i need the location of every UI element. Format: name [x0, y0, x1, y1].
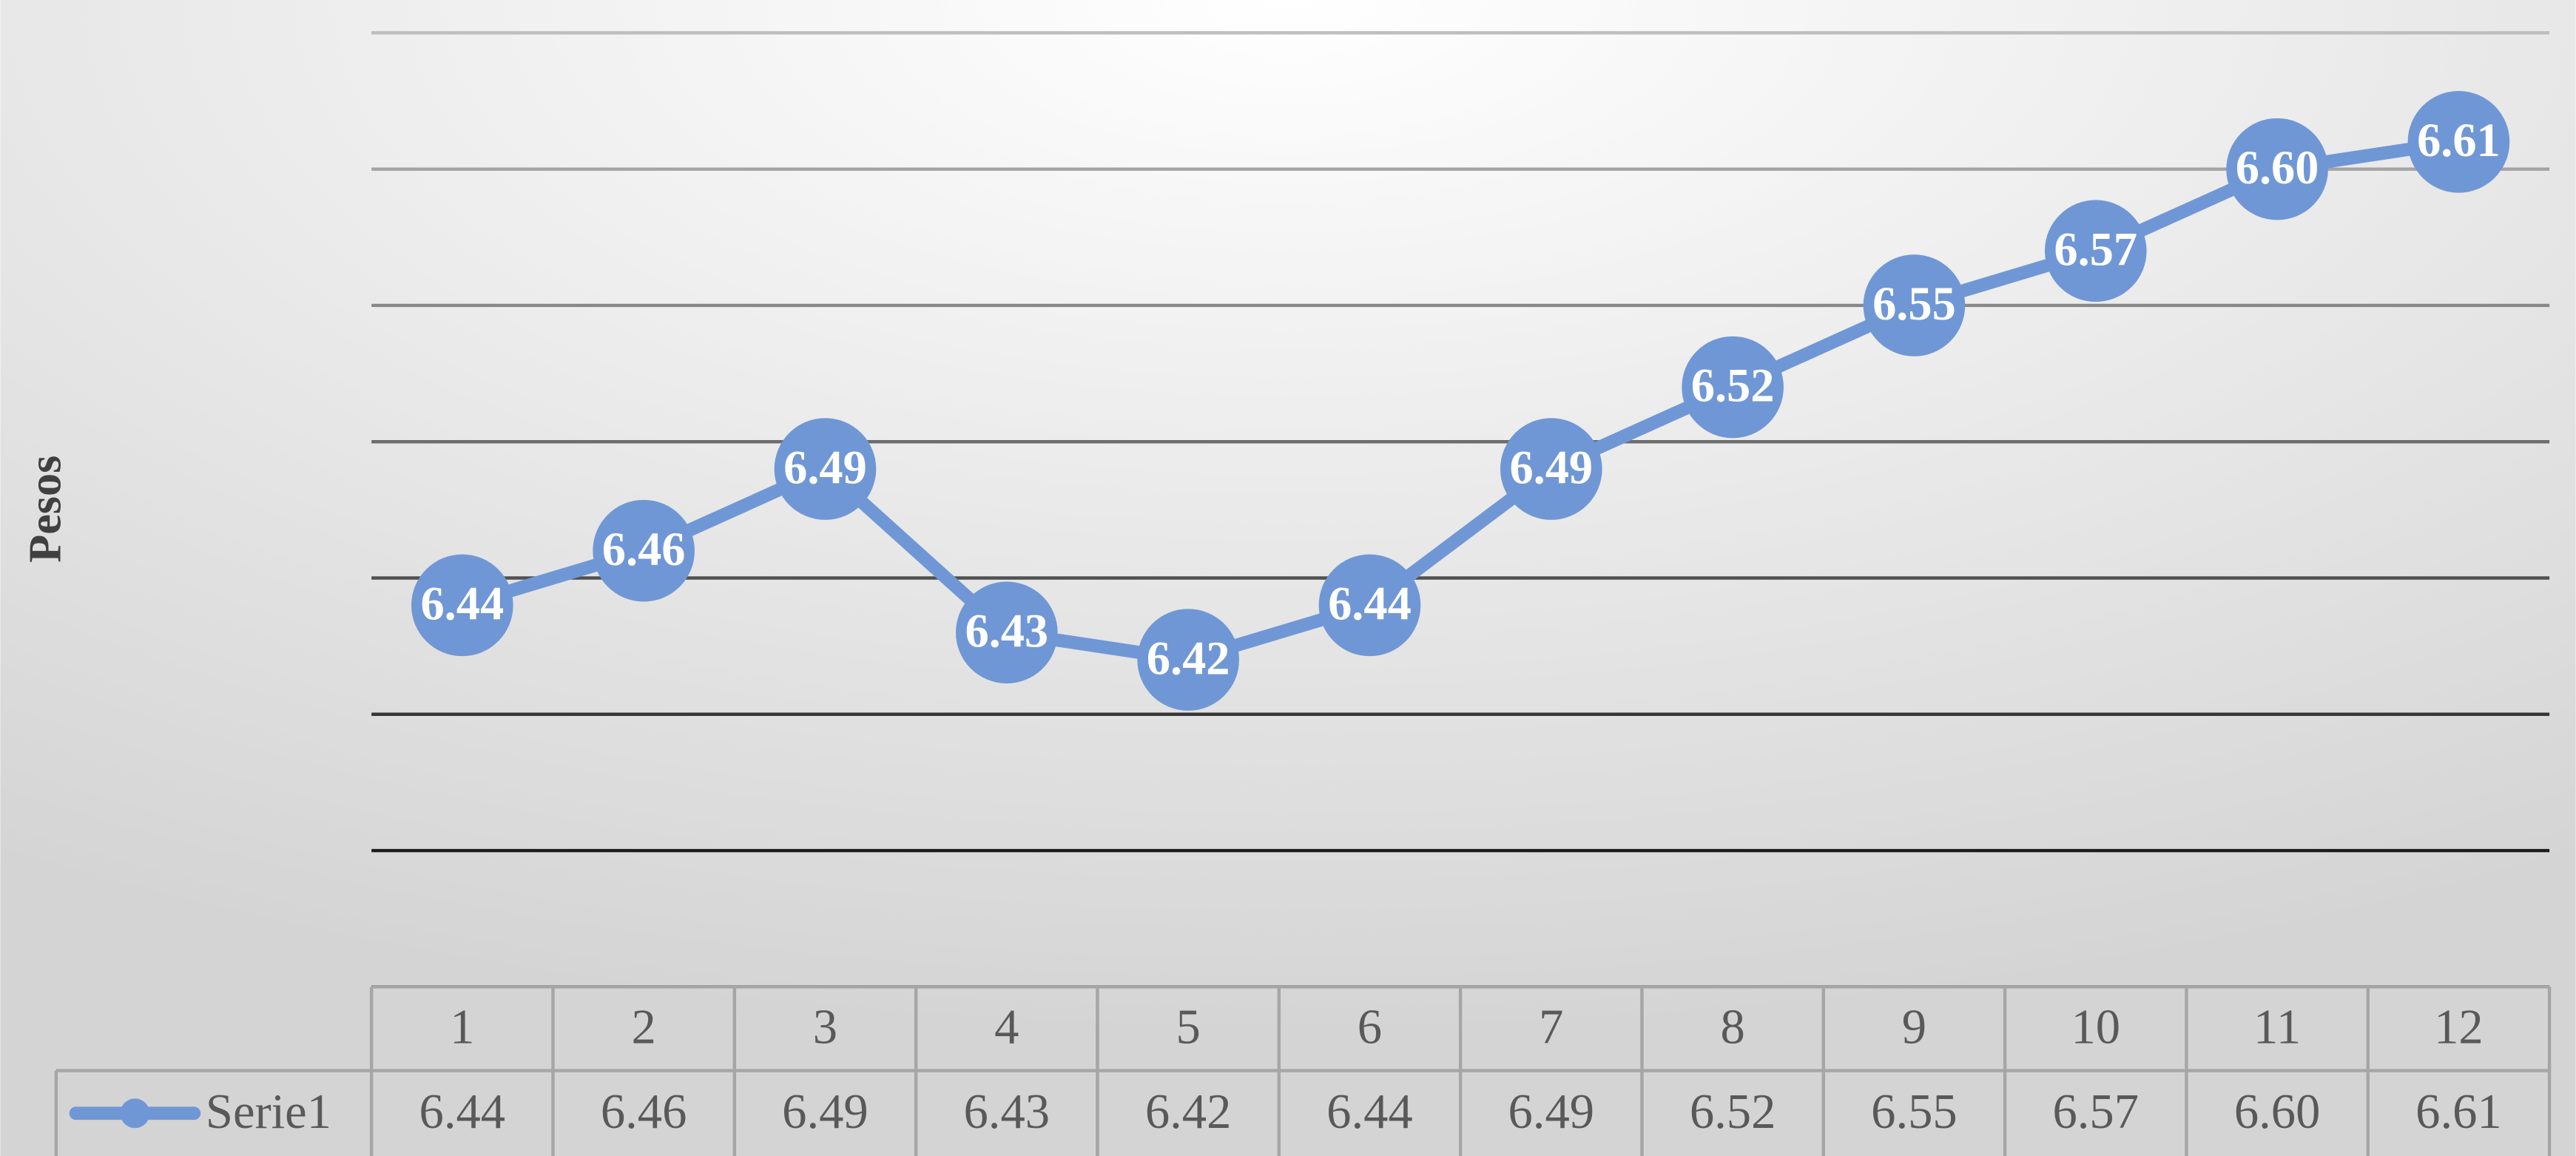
data-point: [1318, 554, 1421, 657]
table-value: 6.52: [1690, 1085, 1776, 1139]
data-point: [411, 554, 513, 657]
x-tick-label: 3: [813, 1001, 837, 1055]
table-value: 6.43: [964, 1085, 1051, 1139]
legend-label: Serie1: [206, 1085, 331, 1139]
data-point: [1500, 418, 1602, 520]
data-label: 6.55: [1872, 277, 1956, 330]
x-tick-label: 1: [450, 1001, 474, 1055]
data-label: 6.49: [783, 441, 867, 493]
x-tick-label: 10: [2071, 1001, 2120, 1055]
table-value: 6.55: [1871, 1085, 1958, 1139]
table-value: 6.60: [2234, 1085, 2321, 1139]
data-label: 6.49: [1509, 441, 1593, 493]
legend-marker: [120, 1098, 150, 1129]
x-tick-label: 11: [2253, 1001, 2301, 1055]
x-tick-label: 7: [1539, 1001, 1563, 1055]
data-point: [1682, 336, 1784, 439]
x-tick-label: 8: [1720, 1001, 1744, 1055]
data-label: 6.43: [965, 604, 1048, 657]
table-value: 6.46: [601, 1085, 687, 1139]
table-value: 6.61: [2415, 1085, 2502, 1139]
x-tick-label: 12: [2434, 1001, 2484, 1055]
data-point: [2407, 90, 2510, 193]
data-label: 6.61: [2417, 114, 2501, 166]
x-tick-label: 2: [631, 1001, 655, 1055]
table-value: 6.49: [782, 1085, 869, 1139]
x-tick-label: 9: [1902, 1001, 1926, 1055]
data-label: 6.57: [2054, 223, 2137, 275]
data-point: [593, 499, 695, 602]
y-axis-label: Pesos: [20, 456, 70, 563]
table-value: 6.49: [1508, 1085, 1595, 1139]
x-tick-label: 6: [1358, 1001, 1382, 1055]
table-value: 6.42: [1145, 1085, 1232, 1139]
x-tick-label: 5: [1176, 1001, 1200, 1055]
table-value: 6.57: [2052, 1085, 2139, 1139]
data-label: 6.52: [1691, 359, 1775, 412]
table-value: 6.44: [1326, 1085, 1413, 1139]
table-value: 6.44: [419, 1085, 506, 1139]
data-label: 6.44: [420, 578, 504, 630]
data-label: 6.60: [2236, 141, 2319, 194]
x-tick-label: 4: [994, 1001, 1019, 1055]
data-point: [955, 581, 1058, 684]
data-point: [1863, 254, 1966, 356]
data-point: [2226, 118, 2328, 220]
data-label: 6.46: [602, 523, 686, 575]
data-point: [1137, 609, 1239, 711]
data-label: 6.44: [1328, 578, 1412, 630]
data-point: [2044, 200, 2147, 302]
data-point: [774, 418, 877, 520]
data-label: 6.42: [1147, 632, 1230, 684]
